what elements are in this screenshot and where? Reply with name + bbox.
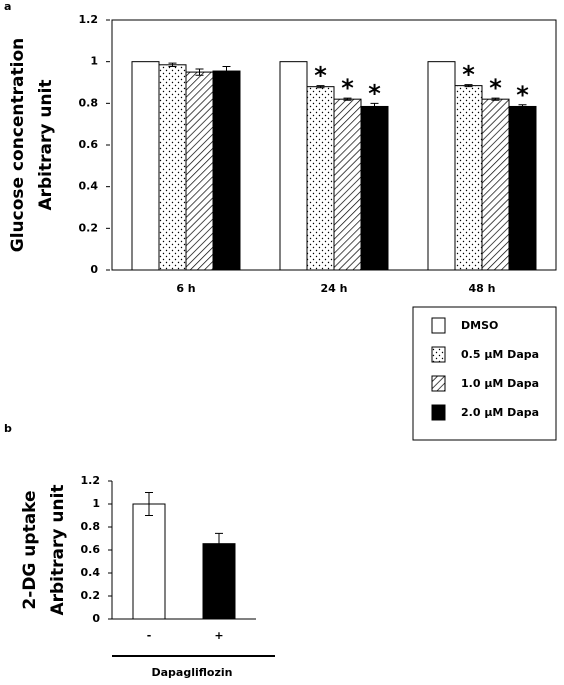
error-bar	[491, 97, 500, 101]
error-bar	[222, 65, 231, 77]
legend-swatch	[431, 404, 446, 421]
y-axis-label: Glucose concentration	[8, 38, 28, 253]
bar	[132, 503, 166, 620]
x-tick-label: 48 h	[469, 282, 496, 295]
error-bar	[145, 492, 153, 516]
x-tick-label: +	[214, 629, 223, 642]
panel-label: a	[4, 0, 11, 13]
x-tick-label: 24 h	[321, 282, 348, 295]
bar	[333, 98, 362, 271]
bar	[306, 86, 335, 271]
bar	[185, 71, 214, 271]
y-tick-label: 1	[90, 55, 98, 68]
bar	[279, 61, 308, 271]
bar	[360, 105, 389, 271]
y-tick-label: 0.8	[81, 520, 101, 533]
y-tick-label: 0	[92, 612, 100, 625]
y-tick-label: 0.4	[81, 566, 101, 579]
y-axis-label: 2-DG uptake	[20, 490, 40, 609]
y-tick-label: 1.2	[81, 474, 101, 487]
error-bar	[518, 104, 527, 109]
significance-label: *	[368, 79, 381, 107]
legend-swatch	[431, 375, 446, 392]
bar	[508, 105, 537, 271]
bar	[212, 70, 241, 271]
error-bar	[316, 85, 325, 89]
bar	[427, 61, 456, 271]
legend-label: 1.0 μM Dapa	[461, 377, 539, 390]
bar	[158, 64, 187, 271]
x-axis-label: Dapagliflozin	[152, 666, 233, 679]
error-bar	[168, 62, 177, 67]
legend-label: 0.5 μM Dapa	[461, 348, 539, 361]
x-tick-label: -	[147, 629, 152, 642]
bar	[131, 61, 160, 271]
legend-label: DMSO	[461, 319, 498, 332]
bar	[202, 543, 236, 620]
y-tick-label: 0.2	[81, 589, 101, 602]
significance-label: *	[489, 74, 502, 102]
bar	[481, 98, 510, 271]
error-bar	[343, 97, 352, 101]
legend-label: 2.0 μM Dapa	[461, 406, 539, 419]
panel-label: b	[4, 422, 12, 435]
error-bar	[195, 68, 204, 76]
y-tick-label: 0	[90, 263, 98, 276]
error-bar	[370, 102, 379, 111]
significance-label: *	[314, 62, 327, 90]
y-axis-label: Arbitrary unit	[36, 79, 56, 210]
y-tick-label: 0.2	[79, 221, 99, 234]
error-bar	[464, 84, 473, 88]
legend-swatch	[431, 346, 446, 363]
significance-label: *	[516, 81, 529, 109]
y-axis-label: Arbitrary unit	[48, 484, 68, 615]
y-tick-label: 1	[92, 497, 100, 510]
significance-label: *	[462, 61, 475, 89]
y-tick-label: 1.2	[79, 13, 99, 26]
y-tick-label: 0.4	[79, 180, 99, 193]
significance-label: *	[341, 74, 354, 102]
x-tick-label: 6 h	[176, 282, 195, 295]
legend-swatch	[431, 317, 446, 334]
bar	[454, 85, 483, 271]
error-bar	[215, 532, 223, 555]
y-tick-label: 0.6	[79, 138, 99, 151]
y-tick-label: 0.8	[79, 96, 99, 109]
y-tick-label: 0.6	[81, 543, 101, 556]
